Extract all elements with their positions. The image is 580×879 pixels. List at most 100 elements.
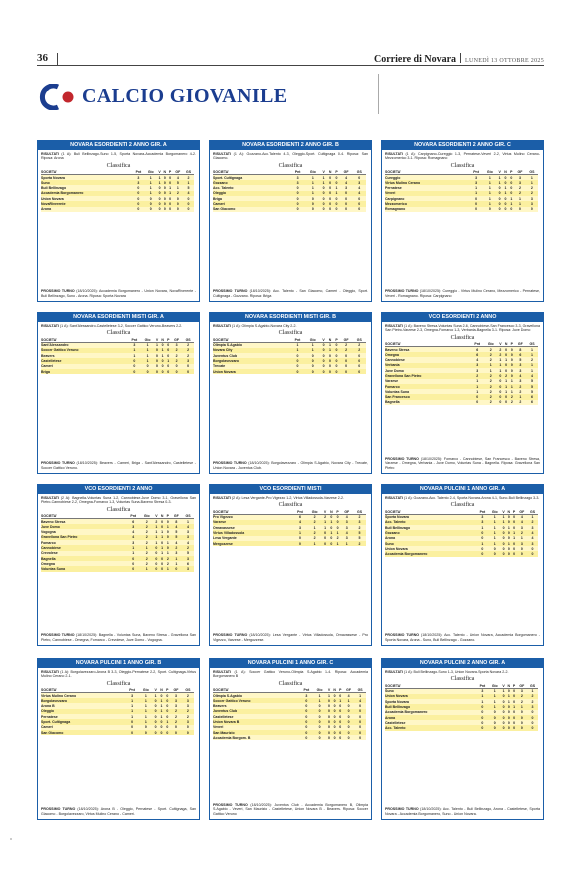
team-name: Acc. Talento	[385, 725, 477, 731]
stat-cell: 0	[328, 525, 335, 531]
table-row: Gravellona San Pietro 4 2 1 1 0 5 3	[41, 534, 194, 540]
team-name: Arona	[385, 535, 477, 541]
stat-cell: 1	[488, 693, 502, 699]
team-name: San Giacomo	[41, 729, 126, 736]
stat-cell: 0	[158, 719, 165, 725]
stat-cell: 0	[326, 719, 332, 725]
stat-cell: 1	[127, 347, 141, 353]
stat-cell: 0	[488, 725, 502, 731]
table-row: Omegna 6 2 2 0 0 6 1	[385, 352, 538, 358]
stat-cell: 0	[497, 383, 504, 390]
next-label: PROSSIMO TURNO	[385, 289, 420, 294]
team-name: San Giacomo	[213, 206, 291, 212]
stat-cell: 4	[182, 524, 194, 530]
stat-cell: 0	[170, 566, 183, 572]
stat-cell: 2	[139, 529, 154, 535]
stat-cell: 0	[509, 368, 515, 374]
stat-cell: 0	[333, 174, 340, 181]
stat-cell: 1	[158, 698, 165, 704]
stat-cell: 1	[334, 530, 341, 536]
stat-cell: 1	[127, 353, 141, 359]
stat-cell: 1	[140, 358, 155, 364]
team-name: Pernatese	[41, 714, 126, 720]
stat-cell: 2	[139, 550, 154, 556]
results-label: RISULTATI	[385, 324, 404, 328]
column-header: P	[333, 169, 340, 176]
stat-cell: 1	[138, 708, 153, 714]
stat-cell: 4	[527, 530, 538, 536]
stat-cell: 0	[331, 729, 338, 736]
stat-cell: 1	[305, 185, 321, 191]
stat-cell: 0	[501, 714, 507, 721]
team-name: Suno	[41, 180, 133, 186]
stat-cell: 0	[164, 698, 171, 704]
stat-cell: 0	[157, 201, 163, 207]
stat-cell: 1	[501, 519, 507, 525]
stat-cell: 1	[165, 358, 171, 364]
column-header: Gio	[307, 509, 323, 515]
team-name: Juve Domo	[385, 368, 471, 374]
column-header: SOCIETA'	[385, 683, 477, 689]
column-header: GS	[526, 341, 538, 348]
stat-cell: 3	[292, 525, 308, 531]
next-label: PROSSIMO TURNO	[213, 633, 250, 638]
stat-cell: 1	[469, 185, 483, 191]
stat-cell: 0	[339, 353, 353, 359]
stat-cell: 2	[470, 373, 484, 379]
team-name: Gozzano	[385, 530, 477, 536]
results-label: RISULTATI	[213, 152, 234, 156]
stat-cell: 3	[476, 514, 489, 520]
table-row: Lesa Vergante 0 2 0 0 2 3 5	[213, 535, 366, 541]
stat-cell: 3	[290, 180, 306, 186]
results-text: (2 A): Lesa Vergante-Pro Vigezzo 1-2, Vi…	[231, 496, 344, 500]
stat-cell: 0	[352, 174, 366, 181]
stat-cell: 1	[165, 524, 171, 530]
table-row: Sport. Cultignaga 3 1 1 0 0 4 0	[213, 174, 366, 181]
stat-cell: 1	[144, 190, 158, 196]
stat-cell: 0	[337, 724, 343, 730]
column-header: GS	[354, 687, 366, 694]
team-name: Buli Bellinzago	[385, 704, 477, 710]
stat-cell: 0	[290, 206, 306, 212]
next-round: PROSSIMO TURNO (18/10/2025): Fomarco - C…	[385, 457, 540, 470]
stat-cell: 1	[501, 688, 507, 694]
stat-cell: 0	[154, 363, 160, 369]
team-name: San Francesco	[385, 394, 471, 400]
stat-cell: 0	[506, 725, 512, 731]
column-header: P	[511, 683, 517, 689]
stat-cell: 0	[299, 735, 313, 741]
stat-cell: 0	[527, 709, 538, 715]
stat-cell: 1	[144, 185, 158, 191]
team-name: Veveri	[385, 190, 470, 196]
table-row: Gozzano 3 1 1 0 0 4 3	[213, 180, 366, 186]
stat-cell: 1	[140, 342, 155, 348]
stat-cell: 1	[153, 529, 160, 535]
stat-cell: 2	[307, 514, 323, 520]
team-name: Union Novara	[385, 546, 477, 552]
stat-cell: 0	[322, 540, 329, 547]
column-header: N	[503, 341, 510, 348]
table-row: Veveri 1 1 0 1 0 2 2	[385, 190, 538, 196]
stat-cell: 1	[125, 714, 139, 720]
next-round: PROSSIMO TURNO (18/10/2025): Acc. Talent…	[385, 633, 540, 642]
next-round: PROSSIMO TURNO (18/10/2025): Arona B - O…	[41, 807, 196, 816]
stat-cell: 1	[140, 347, 155, 353]
team-name: Olimpia S.Agabio	[213, 342, 290, 348]
stat-cell: 4	[342, 692, 355, 699]
next-text: (18/10/2025): Fomarco - Cannobiese, San …	[385, 456, 540, 470]
stat-cell: 2	[483, 399, 498, 406]
table-row: Castelletese 0 1 0 0 1 2 3	[41, 358, 194, 364]
team-name: Sporta Novara	[385, 699, 477, 705]
column-header: N	[506, 683, 512, 689]
stat-cell: 1	[488, 514, 502, 520]
stat-cell: 0	[501, 704, 507, 710]
stat-cell: 0	[333, 342, 340, 348]
stat-cell: 6	[470, 346, 484, 353]
stat-cell: 2	[172, 190, 184, 196]
stat-cell: 0	[331, 692, 338, 699]
standings-table: SOCIETA' Pnt Gio V N P GF GS Olimpia S.Agabio 3 1 1…	[213, 687, 366, 741]
stat-cell: 1	[497, 357, 504, 363]
stat-cell: 0	[181, 724, 194, 730]
stat-cell: 0	[352, 358, 366, 364]
